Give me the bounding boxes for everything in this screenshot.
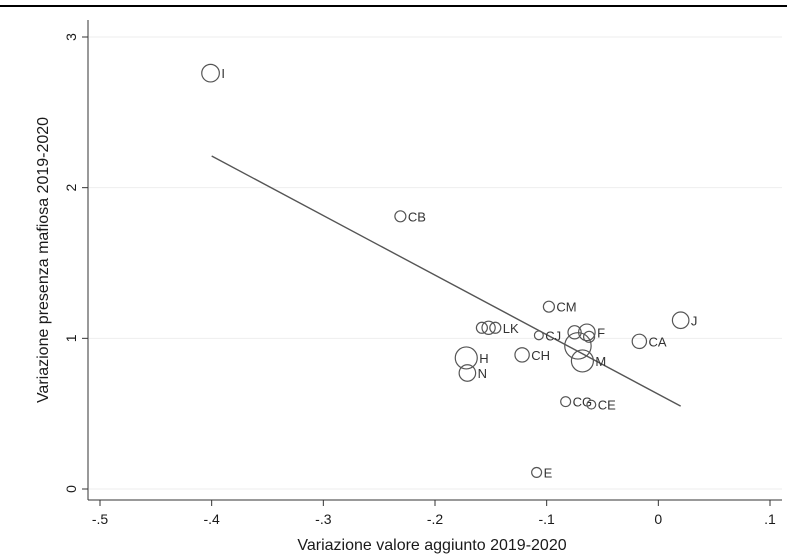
data-point xyxy=(582,330,596,343)
data-point-label: I xyxy=(221,66,225,81)
x-tick-label: .1 xyxy=(764,511,776,527)
y-axis-title: Variazione presenza mafiosa 2019-2020 xyxy=(35,117,52,403)
data-point-label: CJ xyxy=(545,328,561,343)
x-tick-label: -.2 xyxy=(427,511,444,527)
data-point xyxy=(475,321,488,334)
data-point xyxy=(489,321,502,334)
data-point xyxy=(570,349,595,373)
data-point-label: CG xyxy=(573,395,593,410)
x-tick-label: -.1 xyxy=(538,511,555,527)
x-tick-label: -.3 xyxy=(315,511,332,527)
x-tick-label: -.4 xyxy=(203,511,220,527)
data-point xyxy=(481,320,496,335)
x-axis-title: Variazione valore aggiunto 2019-2020 xyxy=(297,537,566,554)
y-tick-label: 0 xyxy=(63,485,79,493)
data-point-label: H xyxy=(479,351,488,366)
x-tick-label: 0 xyxy=(654,511,662,527)
data-point xyxy=(533,330,544,341)
data-point xyxy=(514,347,530,363)
data-point-label: LK xyxy=(503,321,519,336)
points-group: I CB CM J LK CJ F CA CH H M N CG CE E xyxy=(201,63,698,480)
y-tick-label: 1 xyxy=(63,334,79,342)
data-point-label: N xyxy=(478,366,487,381)
data-point xyxy=(586,399,597,410)
fit-line xyxy=(211,155,681,407)
y-tick-label: 3 xyxy=(63,33,79,41)
data-point-label: E xyxy=(544,465,553,480)
x-tick-label: -.5 xyxy=(92,511,109,527)
data-point-label: CA xyxy=(649,334,667,349)
data-point xyxy=(454,346,478,370)
fit-line-group xyxy=(211,155,681,407)
data-point-label: CH xyxy=(531,348,550,363)
data-point xyxy=(631,333,648,350)
data-point xyxy=(671,311,690,330)
axis-ticks: 0 1 2 3 -.5 -.4 -.3 -.2 -.1 0 .1 xyxy=(63,33,776,527)
data-point-label: CB xyxy=(408,209,426,224)
data-point-label: F xyxy=(597,325,605,340)
data-point-label: M xyxy=(595,354,606,369)
y-tick-label: 2 xyxy=(63,184,79,192)
data-point xyxy=(542,300,556,313)
data-point xyxy=(567,325,582,340)
data-point xyxy=(394,210,407,223)
data-point-label: CE xyxy=(598,398,616,413)
data-point-label: J xyxy=(691,313,698,328)
data-point xyxy=(560,396,572,408)
data-point xyxy=(458,364,477,382)
data-point xyxy=(564,332,592,360)
data-point xyxy=(531,466,543,478)
gridlines xyxy=(89,36,782,490)
data-point xyxy=(201,63,220,83)
data-point-label: CM xyxy=(556,300,576,315)
